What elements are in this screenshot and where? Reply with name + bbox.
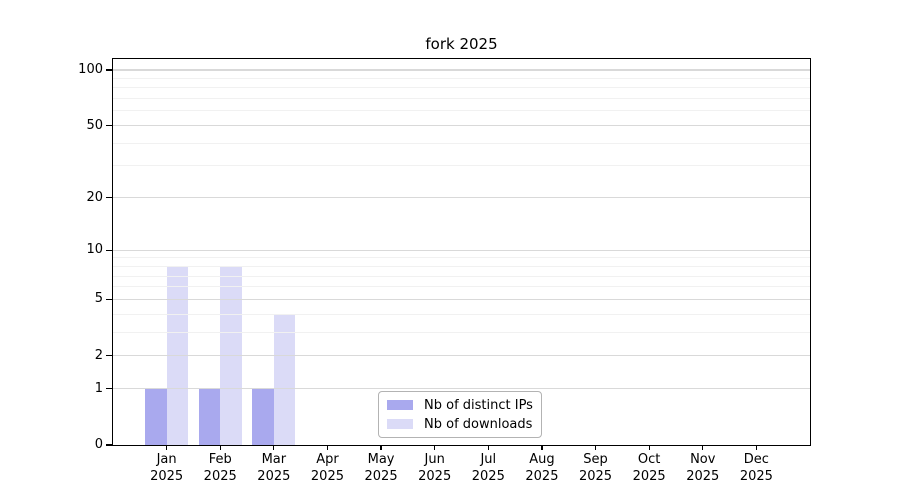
x-label-month: Jan <box>156 452 177 467</box>
minor-gridline <box>113 110 810 112</box>
minor-gridline <box>113 286 810 288</box>
x-label-year: 2025 <box>257 468 291 484</box>
x-label-year: 2025 <box>578 468 613 484</box>
x-axis-tick-label: Oct 2025 <box>617 452 681 485</box>
x-label-month: Apr <box>316 452 339 467</box>
y-axis-tick <box>106 444 113 446</box>
x-label-month: Dec <box>743 452 769 467</box>
major-gridline <box>113 69 810 71</box>
minor-gridline <box>113 265 810 267</box>
major-gridline <box>113 249 810 251</box>
x-label-month: Jun <box>424 452 445 467</box>
x-axis-tick <box>755 445 758 451</box>
y-axis-tick <box>106 249 113 251</box>
x-axis-tick-label: Nov 2025 <box>671 452 735 485</box>
x-axis-tick-label: May 2025 <box>349 452 413 485</box>
y-axis-tick <box>106 196 113 199</box>
x-axis-tick <box>219 445 221 451</box>
legend-item-downloads: Nb of downloads <box>379 417 541 432</box>
bar-downloads-mar <box>273 314 296 445</box>
y-axis-tick-label: 100 <box>78 62 103 77</box>
bar-downloads-jan <box>166 266 189 445</box>
bar-downloads-feb <box>220 266 242 445</box>
x-axis-tick <box>326 445 329 451</box>
minor-gridline <box>113 275 810 277</box>
x-label-year: 2025 <box>150 468 184 484</box>
y-axis-tick <box>106 298 113 301</box>
major-gridline <box>113 197 810 199</box>
x-axis-tick <box>165 445 168 451</box>
y-axis-tick <box>106 388 113 390</box>
x-axis-tick-label: Mar 2025 <box>242 452 306 485</box>
y-axis-tick <box>106 124 113 127</box>
minor-gridline <box>113 257 810 259</box>
x-axis-tick-label: Jan 2025 <box>135 452 199 485</box>
legend-swatch-distinct-ips <box>387 400 413 410</box>
x-label-month: Mar <box>261 452 287 467</box>
minor-gridline <box>113 331 810 333</box>
minor-gridline <box>113 142 810 144</box>
y-axis-tick-label: 50 <box>86 117 103 133</box>
chart-title: fork 2025 <box>425 35 498 53</box>
x-axis-tick <box>702 445 704 451</box>
bar-distinct-ips-jan <box>145 388 167 445</box>
x-axis-tick-label: Apr 2025 <box>295 452 359 485</box>
major-gridline <box>113 298 810 300</box>
x-axis-tick-label: Jul 2025 <box>456 452 520 485</box>
major-gridline <box>113 355 810 357</box>
x-axis-tick <box>541 445 543 451</box>
x-label-year: 2025 <box>525 468 559 484</box>
x-label-month: Nov <box>690 452 716 467</box>
minor-gridline <box>113 313 810 315</box>
legend-item-distinct-ips: Nb of distinct IPs <box>379 398 541 413</box>
x-axis-tick <box>648 445 650 451</box>
x-axis-tick <box>594 445 597 451</box>
major-gridline <box>113 124 810 127</box>
bar-distinct-ips-mar <box>252 388 274 445</box>
x-axis-tick-label: Sep 2025 <box>564 452 628 485</box>
minor-gridline <box>113 87 810 89</box>
x-label-month: Feb <box>208 452 232 467</box>
x-axis-tick-label: Aug 2025 <box>510 452 574 485</box>
y-axis-tick-label: 5 <box>94 291 103 307</box>
x-axis-tick-label: Feb 2025 <box>188 452 252 485</box>
x-axis-tick <box>380 445 382 451</box>
x-axis-tick <box>434 445 436 451</box>
x-label-year: 2025 <box>203 468 237 484</box>
x-label-month: May <box>367 452 395 467</box>
x-axis-tick-label: Dec 2025 <box>724 452 788 485</box>
y-axis-tick <box>106 69 113 71</box>
minor-gridline <box>113 77 810 79</box>
x-axis-tick <box>273 445 275 451</box>
legend-label-distinct-ips: Nb of distinct IPs <box>424 397 533 413</box>
x-label-month: Aug <box>529 452 555 467</box>
y-axis-tick-label: 1 <box>94 380 103 396</box>
y-axis-tick-label: 2 <box>94 347 103 363</box>
y-axis-tick-label: 10 <box>86 242 103 258</box>
y-axis-tick-label: 0 <box>94 437 103 452</box>
bar-distinct-ips-feb <box>198 388 221 445</box>
legend-swatch-downloads <box>387 419 413 429</box>
minor-gridline <box>113 165 810 167</box>
x-label-year: 2025 <box>686 468 720 484</box>
x-axis-tick-label: Jun 2025 <box>403 452 467 485</box>
x-label-year: 2025 <box>632 468 666 484</box>
y-axis-tick-label: 20 <box>86 189 103 205</box>
x-label-year: 2025 <box>364 468 398 484</box>
y-axis-tick <box>106 355 113 357</box>
x-label-month: Jul <box>480 452 497 467</box>
x-label-year: 2025 <box>418 468 452 484</box>
legend-label-downloads: Nb of downloads <box>424 416 533 432</box>
x-label-year: 2025 <box>471 468 505 484</box>
x-label-month: Oct <box>637 452 661 467</box>
x-axis-tick <box>487 445 489 451</box>
minor-gridline <box>113 98 810 100</box>
x-label-month: Sep <box>583 452 608 467</box>
x-label-year: 2025 <box>739 468 773 484</box>
x-label-year: 2025 <box>310 468 344 484</box>
legend: Nb of distinct IPs Nb of downloads <box>378 391 542 438</box>
